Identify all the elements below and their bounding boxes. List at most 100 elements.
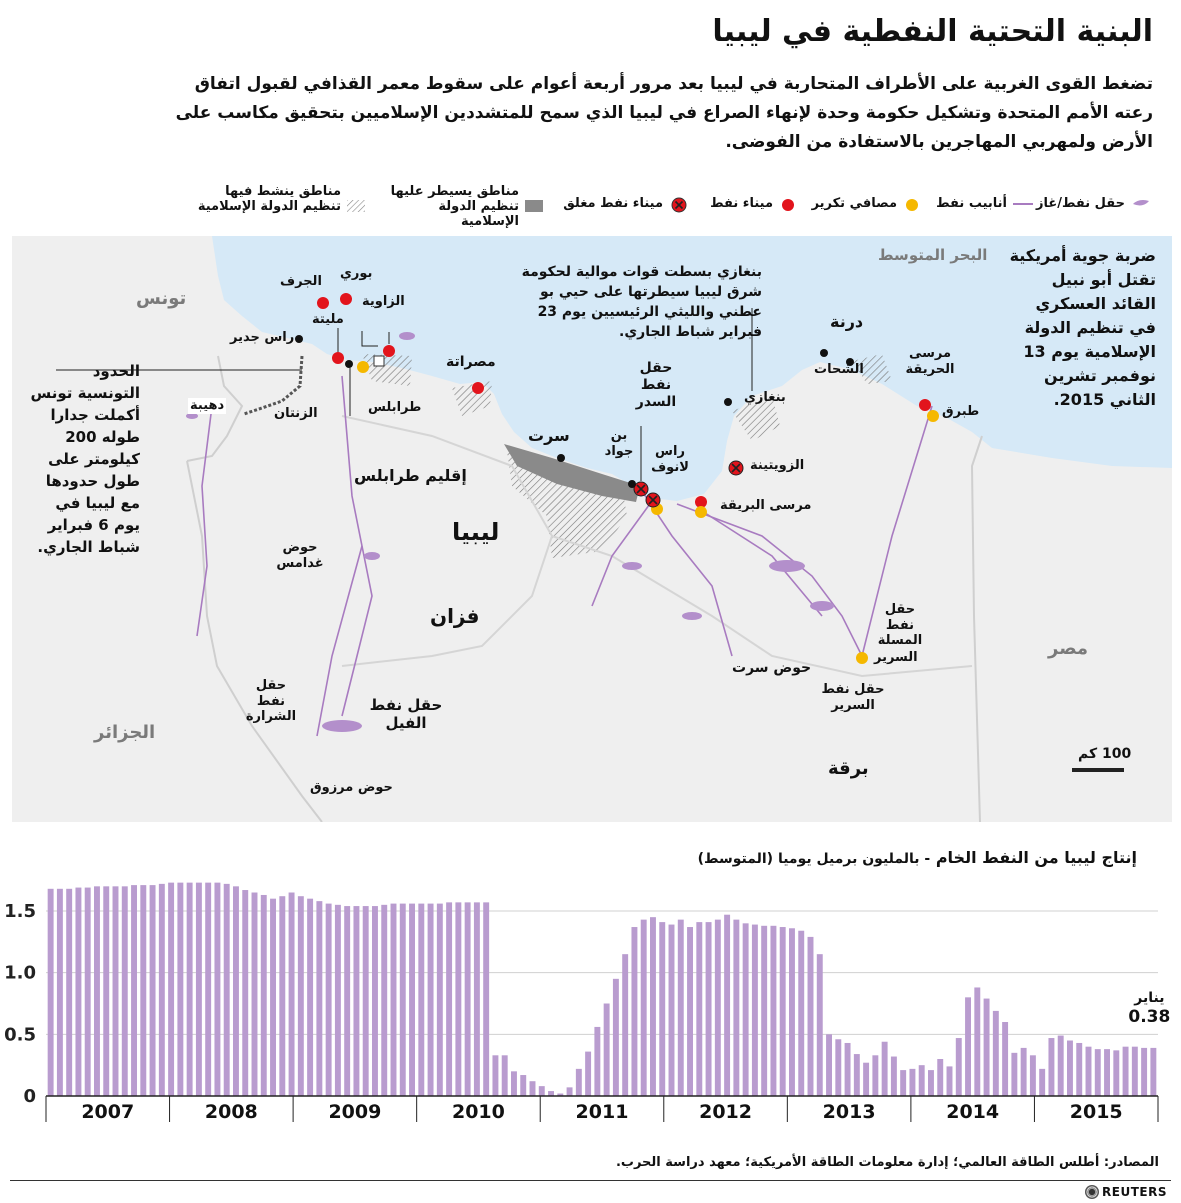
sharara-label: حقل نفط الشرارة (245, 678, 297, 725)
production-bar (733, 919, 740, 1096)
production-bar (242, 890, 249, 1096)
production-bar (131, 885, 137, 1096)
brega-label: مرسى البريقة (720, 498, 812, 513)
benghazi-label: بنغازي (744, 390, 786, 405)
production-bar (75, 887, 82, 1096)
production-bar (418, 903, 425, 1096)
production-bar (594, 1026, 601, 1096)
intro-paragraph: تضغط القوى الغربية على الأطراف المتحاربة… (175, 74, 1153, 152)
port-marker (919, 399, 931, 411)
production-bar (946, 1066, 953, 1096)
sirte-label: سرت (528, 426, 570, 445)
sarir-refinery-label: السرير (874, 650, 918, 665)
production-bar (659, 922, 666, 1096)
libya-map: تونس الجزائر مصر البحر المتوسط ليبيا فزا… (12, 236, 1172, 822)
production-bar (677, 919, 684, 1096)
production-bar (529, 1081, 536, 1096)
production-bar (696, 922, 703, 1096)
x-tick-label: 2009 (328, 1101, 381, 1123)
page-title: البنية التحتية النفطية في ليبيا (712, 14, 1153, 49)
egypt-libya-border (970, 435, 983, 822)
port-marker (317, 297, 329, 309)
production-bar (1085, 1046, 1092, 1096)
sirte-basin-label: حوض سرت (732, 660, 812, 676)
barqa-label: برقة (828, 758, 869, 779)
production-bar (687, 927, 693, 1096)
production-bar (511, 1071, 517, 1096)
is-active-zone (732, 396, 780, 441)
oil-ports (317, 293, 931, 508)
production-bar (297, 896, 304, 1096)
bouri-label: بوري (340, 266, 373, 281)
production-bar (177, 882, 184, 1096)
production-bar (446, 902, 453, 1096)
production-bar (520, 1075, 527, 1096)
legend-refinery: مصافي تكرير (811, 196, 897, 211)
scale-label: 100 كم (1078, 746, 1132, 762)
oil-fields (186, 332, 834, 732)
refinery-marker (856, 652, 868, 664)
production-bar (742, 923, 749, 1096)
y-tick-label: 0 (23, 1086, 36, 1107)
tobruk-label: طبرق (942, 404, 980, 419)
y-tick-label: 1.5 (4, 901, 36, 922)
production-bar (1039, 1068, 1046, 1096)
production-bar (992, 1010, 999, 1096)
production-bar (270, 898, 276, 1096)
shahat-label: الشحات (814, 362, 864, 377)
refinery-marker (927, 410, 939, 422)
footer-rule (10, 1180, 1171, 1181)
murzuq-label: حوض مرزوق (310, 780, 393, 795)
misrata-label: مصراتة (446, 354, 496, 370)
x-tick-label: 2014 (946, 1101, 999, 1123)
production-bar (353, 906, 360, 1096)
production-bar (334, 904, 341, 1096)
legend-closed-port: ميناء نفط مغلق (563, 196, 663, 211)
production-bar (900, 1070, 907, 1096)
refineries (357, 361, 939, 664)
production-bar (548, 1091, 554, 1096)
x-tick-label: 2015 (1070, 1101, 1123, 1123)
x-tick-label: 2007 (81, 1101, 134, 1123)
production-bar (538, 1086, 545, 1096)
x-tick-label: 2008 (205, 1101, 258, 1123)
reuters-logo: REUTERS (1085, 1185, 1167, 1199)
mediterranean-sea (212, 236, 1172, 501)
production-bar (501, 1055, 508, 1096)
tunisia-wall-note: الحدود التونسية تونس أكملت جدارا طوله 20… (30, 362, 140, 556)
production-bar (47, 888, 54, 1096)
production-bar (1131, 1046, 1138, 1096)
libya-label: ليبيا (452, 518, 500, 546)
annotation-month: يناير (1133, 990, 1164, 1006)
production-bar (344, 906, 351, 1096)
ras-lanuf-label: راس لانوف (651, 444, 689, 475)
production-bar (909, 1068, 916, 1096)
production-bar (1113, 1050, 1120, 1096)
production-bar-chart: 0 0.5 1.0 1.5 2007 2008 2009 2010 2011 2012 2013 2… (4, 882, 1170, 1123)
production-bar (149, 885, 156, 1096)
legend-field: حقل نفط/غاز (1035, 196, 1125, 211)
port-marker (332, 352, 344, 364)
production-bar (650, 917, 656, 1096)
production-bar (260, 894, 267, 1096)
production-bar (612, 978, 619, 1096)
production-bar (835, 1039, 842, 1096)
production-bar (816, 954, 823, 1096)
production-bar (1076, 1042, 1083, 1096)
derna-label: درنة (830, 312, 864, 331)
production-bar (121, 886, 128, 1096)
port-marker (340, 293, 352, 305)
closed-ports (633, 460, 744, 508)
dehiba-label: دهيبة (188, 398, 227, 414)
refinery-marker (357, 361, 369, 373)
production-bar (872, 1055, 879, 1096)
production-bar (826, 1034, 832, 1096)
sidra-label: حقل نفط السدر (635, 360, 677, 410)
x-tick-label: 2012 (699, 1101, 752, 1123)
tripoli-label: طرابلس (368, 400, 422, 415)
production-bar (603, 1003, 610, 1096)
x-tick-label: 2013 (823, 1101, 876, 1123)
production-bar (362, 906, 369, 1096)
is-control-swatch-icon (525, 200, 543, 212)
production-bar (409, 903, 415, 1096)
